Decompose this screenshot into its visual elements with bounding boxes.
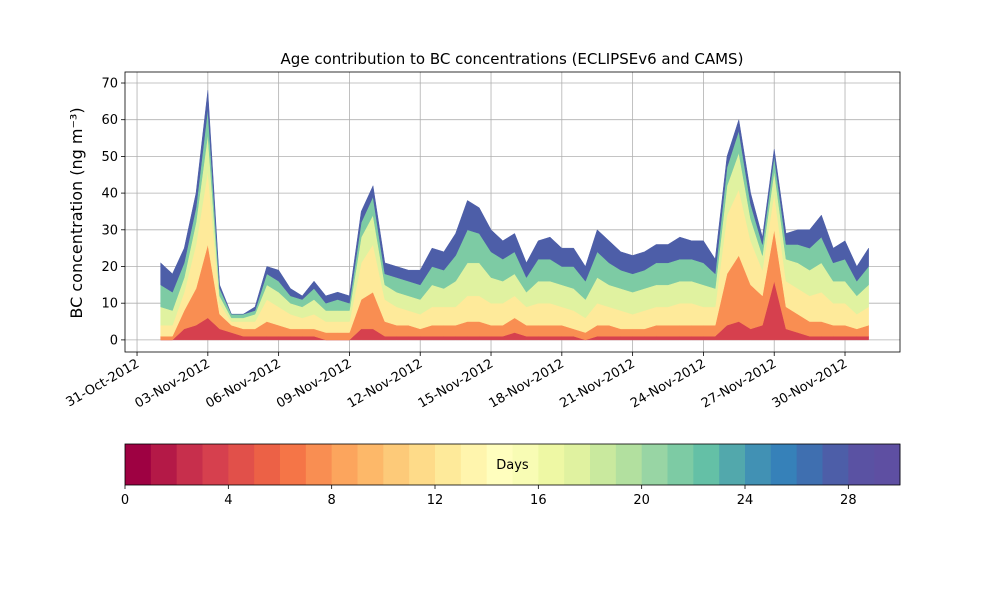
x-tick-label: 09-Nov-2012 <box>274 356 354 411</box>
chart-title: Age contribution to BC concentrations (E… <box>281 50 744 68</box>
colorbar-segment <box>125 444 152 485</box>
colorbar-segment <box>693 444 720 485</box>
colorbar-segment <box>305 444 333 485</box>
colorbar-segment <box>667 444 694 485</box>
x-tick-label: 15-Nov-2012 <box>416 356 496 411</box>
colorbar-tick-label: 28 <box>840 493 857 508</box>
colorbar-tick-label: 0 <box>121 493 129 508</box>
colorbar-segment <box>796 444 823 485</box>
colorbar-segment <box>512 444 539 485</box>
x-tick-label: 06-Nov-2012 <box>203 356 283 411</box>
x-tick-label: 21-Nov-2012 <box>557 356 637 411</box>
x-tick-label: 31-Oct-2012 <box>64 356 142 410</box>
y-tick-label: 70 <box>101 77 118 92</box>
colorbar-label: Days <box>496 458 529 473</box>
colorbar-tick-label: 20 <box>633 493 650 508</box>
area-layer <box>160 90 869 315</box>
x-tick-label: 12-Nov-2012 <box>345 356 425 411</box>
colorbar-segment <box>486 444 513 485</box>
colorbar-segment <box>228 444 255 485</box>
colorbar-segment <box>615 444 643 485</box>
y-tick-label: 0 <box>110 333 118 348</box>
x-tick-label: 03-Nov-2012 <box>133 356 213 411</box>
colorbar-segment <box>874 444 901 485</box>
colorbar-segment <box>719 444 746 485</box>
colorbar-frame <box>124 443 901 486</box>
plot-frame <box>124 71 901 353</box>
y-tick-label: 20 <box>101 260 118 275</box>
colorbar-tick-label: 16 <box>530 493 547 508</box>
y-tick-label: 60 <box>101 113 118 128</box>
colorbar-segment <box>357 444 384 485</box>
y-tick-label: 30 <box>101 223 118 238</box>
colorbar-segment <box>383 444 410 485</box>
colorbar-segment <box>331 444 358 485</box>
x-tick-label: 18-Nov-2012 <box>487 356 567 411</box>
colorbar-segment <box>409 444 436 485</box>
colorbar-segment <box>538 444 565 485</box>
colorbar-segment <box>460 444 488 485</box>
x-tick-label: 27-Nov-2012 <box>699 356 779 411</box>
colorbar-segment <box>848 444 875 485</box>
x-tick-label: 24-Nov-2012 <box>628 356 708 411</box>
colorbar-segment <box>564 444 591 485</box>
colorbar-segment <box>176 444 203 485</box>
y-axis-label: BC concentration (ng m⁻³) <box>67 107 86 318</box>
colorbar-segment <box>590 444 617 485</box>
colorbar-tick-label: 12 <box>427 493 444 508</box>
y-tick-label: 40 <box>101 187 118 202</box>
x-tick-label: 30-Nov-2012 <box>770 356 850 411</box>
colorbar-segment <box>822 444 849 485</box>
colorbar-tick-label: 8 <box>328 493 336 508</box>
y-tick-label: 10 <box>101 297 118 312</box>
colorbar-segment <box>202 444 229 485</box>
colorbar-tick-label: 24 <box>737 493 754 508</box>
colorbar-segment <box>435 444 462 485</box>
colorbar-segment <box>254 444 281 485</box>
colorbar-tick-label: 4 <box>224 493 232 508</box>
colorbar-segment <box>745 444 772 485</box>
y-tick-label: 50 <box>101 150 118 165</box>
colorbar-segment <box>641 444 668 485</box>
colorbar-segment <box>280 444 307 485</box>
colorbar-segment <box>770 444 798 485</box>
colorbar-segment <box>150 444 178 485</box>
